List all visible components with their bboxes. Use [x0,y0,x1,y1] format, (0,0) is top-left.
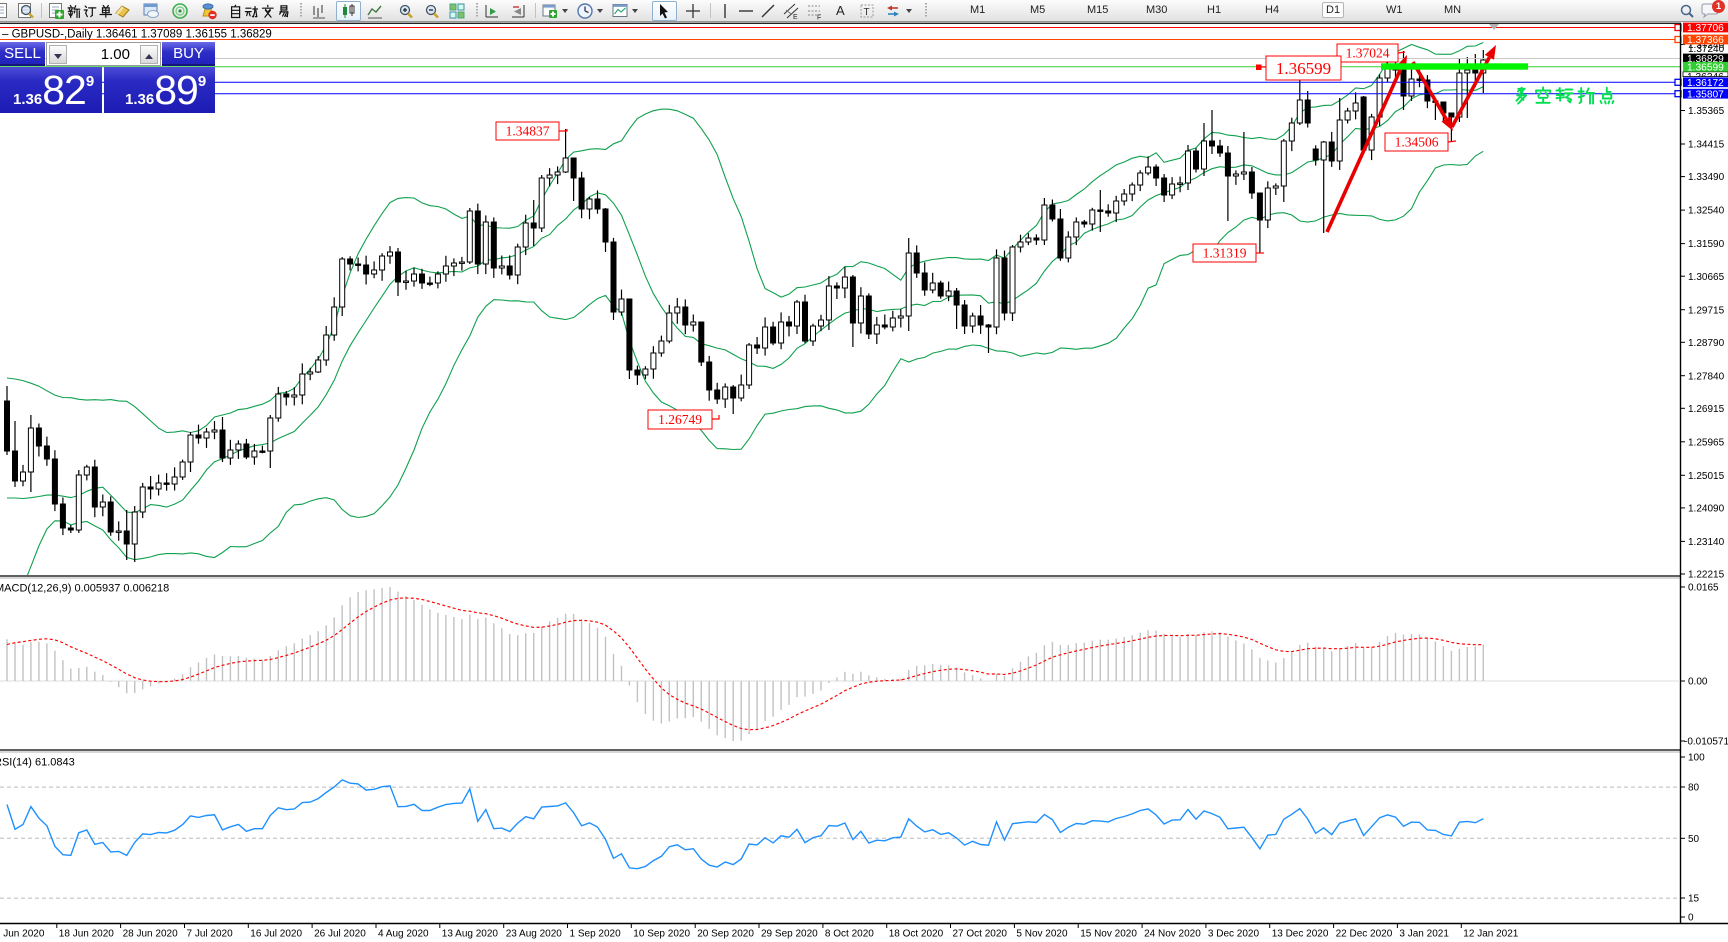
svg-text:8 Oct 2020: 8 Oct 2020 [825,929,874,940]
svg-text:13 Aug 2020: 13 Aug 2020 [442,929,499,940]
svg-text:1.30665: 1.30665 [1688,272,1725,283]
svg-text:1.26749: 1.26749 [658,412,702,427]
svg-text:22 Dec 2020: 22 Dec 2020 [1336,929,1393,940]
svg-text:18 Oct 2020: 18 Oct 2020 [889,929,944,940]
svg-text:1.36599: 1.36599 [1687,63,1724,74]
svg-text:29 Sep 2020: 29 Sep 2020 [761,929,818,940]
svg-text:1.36829: 1.36829 [1687,54,1724,65]
svg-text:80: 80 [1688,783,1700,794]
svg-text:28 Jun 2020: 28 Jun 2020 [123,929,178,940]
svg-text:E: E [793,14,798,20]
svg-text:50: 50 [1688,834,1700,845]
svg-text:16 Jul 2020: 16 Jul 2020 [250,929,302,940]
svg-text:5 Nov 2020: 5 Nov 2020 [1016,929,1068,940]
svg-text:26 Jul 2020: 26 Jul 2020 [314,929,366,940]
svg-text:13 Dec 2020: 13 Dec 2020 [1272,929,1329,940]
svg-text:MACD(12,26,9) 0.005937 0.00621: MACD(12,26,9) 0.005937 0.006218 [0,583,169,595]
svg-text:1.24090: 1.24090 [1688,504,1725,515]
svg-text:20 Sep 2020: 20 Sep 2020 [697,929,754,940]
svg-text:1.25965: 1.25965 [1688,437,1725,448]
svg-text:12 Jan 2021: 12 Jan 2021 [1463,929,1518,940]
svg-text:15 Nov 2020: 15 Nov 2020 [1080,929,1137,940]
svg-text:T: T [864,7,870,18]
svg-text:1.34837: 1.34837 [506,124,550,139]
svg-text:24 Nov 2020: 24 Nov 2020 [1144,929,1201,940]
svg-text:1.35365: 1.35365 [1688,106,1725,117]
svg-text:1.37240: 1.37240 [1688,40,1725,51]
svg-text:1.33490: 1.33490 [1688,172,1725,183]
svg-text:RSI(14) 61.0843: RSI(14) 61.0843 [0,757,75,769]
svg-text:1.36346: 1.36346 [1687,72,1724,83]
svg-text:18 Jun 2020: 18 Jun 2020 [59,929,114,940]
svg-text:1.29715: 1.29715 [1688,305,1725,316]
svg-text:100: 100 [1688,753,1705,764]
svg-text:F: F [817,15,821,21]
svg-text:23 Aug 2020: 23 Aug 2020 [506,929,563,940]
svg-text:1 Sep 2020: 1 Sep 2020 [570,929,622,940]
svg-text:1.23140: 1.23140 [1688,537,1725,548]
svg-text:1.32540: 1.32540 [1688,206,1725,217]
svg-text:10 Sep 2020: 10 Sep 2020 [633,929,690,940]
svg-text:4 Aug 2020: 4 Aug 2020 [378,929,429,940]
svg-text:1.34415: 1.34415 [1688,140,1725,151]
svg-text:1.31319: 1.31319 [1203,246,1247,261]
svg-text:1.28790: 1.28790 [1688,338,1725,349]
svg-text:1.36172: 1.36172 [1687,78,1724,89]
svg-text:9 Jun 2020: 9 Jun 2020 [0,929,45,940]
svg-text:1.26915: 1.26915 [1688,404,1725,415]
svg-text:1.37024: 1.37024 [1346,46,1390,61]
svg-text:1.25015: 1.25015 [1688,471,1725,482]
svg-text:7 Jul 2020: 7 Jul 2020 [187,929,234,940]
svg-text:1.37366: 1.37366 [1687,35,1724,46]
svg-text:15: 15 [1688,894,1700,905]
svg-text:1.37240: 1.37240 [1688,44,1725,55]
svg-text:1.27840: 1.27840 [1688,371,1725,382]
svg-text:1.22215: 1.22215 [1688,570,1725,581]
svg-text:1.37706: 1.37706 [1687,23,1724,34]
svg-text:1.31590: 1.31590 [1688,239,1725,250]
svg-text:1.35807: 1.35807 [1687,89,1724,100]
svg-text:0.0165: 0.0165 [1688,583,1719,594]
svg-text:3 Dec 2020: 3 Dec 2020 [1208,929,1260,940]
svg-text:1.36599: 1.36599 [1276,59,1331,78]
svg-text:3 Jan 2021: 3 Jan 2021 [1399,929,1449,940]
svg-text:– GBPUSD-,Daily 1.36461 1.3: – GBPUSD-,Daily 1.36461 1.37089 1.36155 … [2,29,272,41]
svg-text:27 Oct 2020: 27 Oct 2020 [953,929,1008,940]
svg-text:0: 0 [1688,913,1694,924]
svg-text:0.00: 0.00 [1688,677,1708,688]
svg-text:1.34506: 1.34506 [1395,135,1439,150]
svg-text:-0.010571: -0.010571 [1684,737,1728,748]
